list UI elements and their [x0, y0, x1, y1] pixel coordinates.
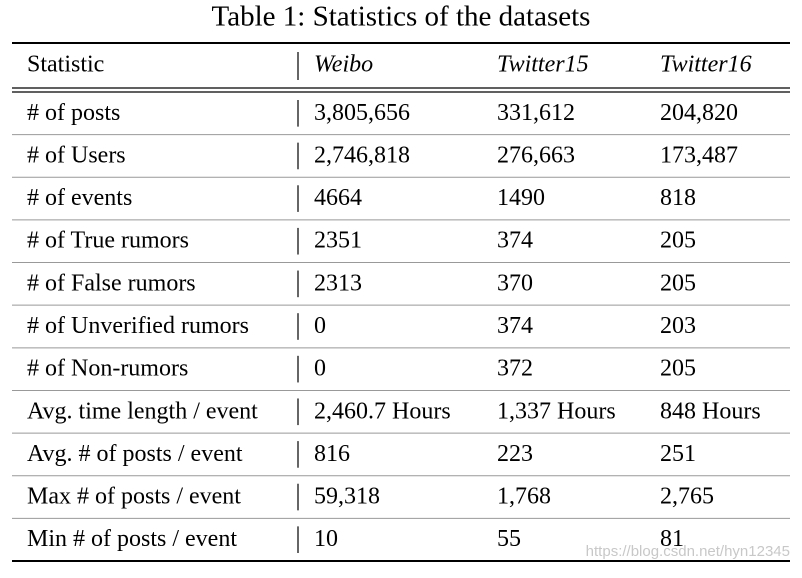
header-cell: Twitter15 [497, 52, 589, 78]
table-cell: 173,487 [660, 142, 738, 168]
table-cell: Avg. time length / event [27, 398, 258, 424]
table-cell: 223 [497, 441, 533, 467]
table-cell: 816 [314, 441, 350, 467]
table-cell: 2,746,818 [314, 142, 410, 168]
table-cell: 0 [314, 313, 326, 339]
table-cell: 2351 [314, 228, 362, 254]
table-title: Table 1: Statistics of the datasets [212, 1, 591, 33]
table-cell: 251 [660, 441, 696, 467]
table-cell: 1490 [497, 185, 545, 211]
table-cell: 55 [497, 526, 521, 552]
table-cell: 370 [497, 270, 533, 296]
table-cell: 331,612 [497, 100, 575, 126]
table-cell: # of posts [27, 100, 120, 126]
table-cell: 0 [314, 356, 326, 382]
table-cell: 372 [497, 356, 533, 382]
table-cell: # of False rumors [27, 270, 196, 296]
table-cell: Min # of posts / event [27, 526, 237, 552]
table-cell: 205 [660, 356, 696, 382]
watermark: https://blog.csdn.net/hyn12345 [586, 543, 790, 560]
table-cell: 1,337 Hours [497, 398, 616, 424]
table-cell: 848 Hours [660, 398, 761, 424]
table-cell: # of Unverified rumors [27, 313, 249, 339]
table-cell: 3,805,656 [314, 100, 410, 126]
table-cell: 1,768 [497, 484, 551, 510]
table-cell: 2,765 [660, 484, 714, 510]
table-cell: # of True rumors [27, 228, 189, 254]
table-cell: 205 [660, 228, 696, 254]
table-cell: # of Users [27, 142, 126, 168]
table-cell: 276,663 [497, 142, 575, 168]
table-cell: # of events [27, 185, 132, 211]
table-cell: 204,820 [660, 100, 738, 126]
table-cell: 374 [497, 313, 533, 339]
table-cell: 818 [660, 185, 696, 211]
table-cell: 10 [314, 526, 338, 552]
table-cell: 374 [497, 228, 533, 254]
header-cell: Statistic [27, 52, 104, 78]
table-cell: 81 [660, 526, 684, 552]
table-cell: 205 [660, 270, 696, 296]
header-cell: Twitter16 [660, 52, 752, 78]
table-cell: Avg. # of posts / event [27, 441, 243, 467]
table-cell: 2,460.7 Hours [314, 398, 451, 424]
table-cell: Max # of posts / event [27, 484, 241, 510]
table-cell: 59,318 [314, 484, 380, 510]
table-cell: 203 [660, 313, 696, 339]
table-cell: # of Non-rumors [27, 356, 188, 382]
table-cell: 4664 [314, 185, 362, 211]
header-cell: Weibo [314, 52, 373, 78]
table-cell: 2313 [314, 270, 362, 296]
